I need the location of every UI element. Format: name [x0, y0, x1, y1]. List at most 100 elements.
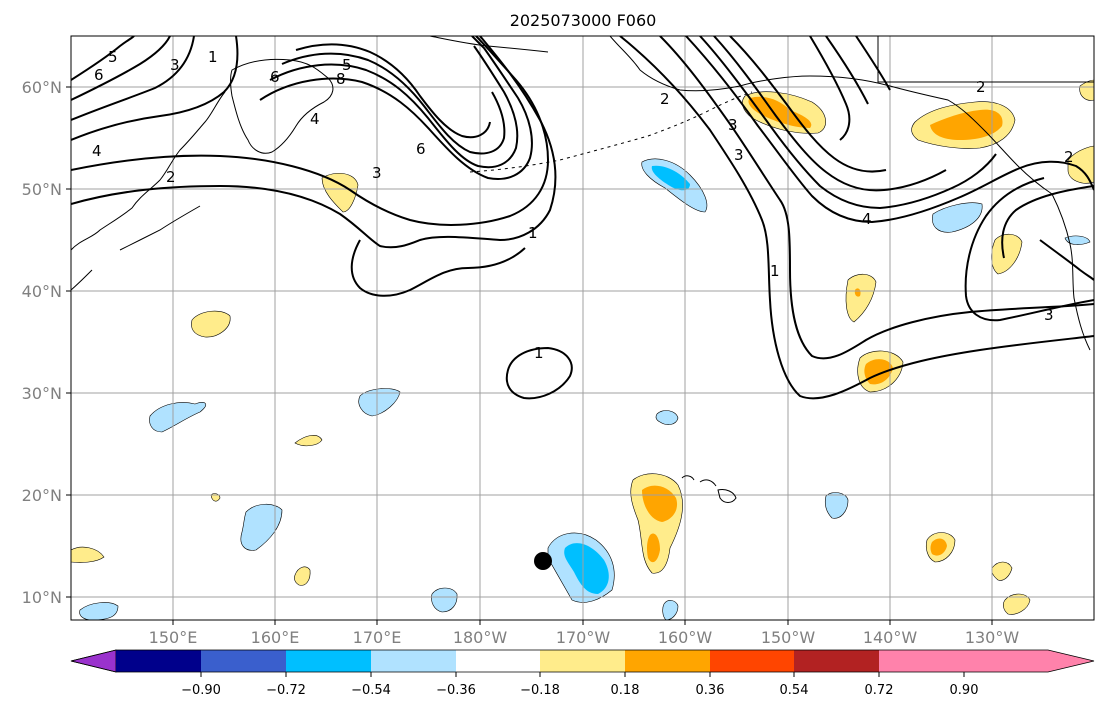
aleutian-islands — [469, 91, 753, 173]
positive-anomaly-core — [930, 538, 947, 556]
contour-label: 3 — [170, 56, 180, 74]
colorbar-segment — [371, 650, 456, 672]
north-america-west-coastline — [1051, 193, 1091, 351]
lon-label: 180°W — [453, 628, 508, 647]
contour-label: 6 — [94, 66, 104, 84]
colorbar-outline — [70, 649, 1095, 673]
contour-label: 4 — [92, 142, 102, 160]
contour-label: 5 — [342, 56, 352, 74]
contour-label: 1 — [534, 344, 544, 362]
lat-label: 20°N — [22, 486, 62, 505]
contour-line — [71, 36, 557, 249]
colorbar-segment — [286, 650, 371, 672]
contour-label: 3 — [734, 146, 744, 164]
contour-line — [281, 52, 506, 155]
colorbar-tick-label: −0.18 — [520, 683, 560, 698]
negative-anomaly-blob — [358, 388, 401, 417]
contour-line — [809, 36, 851, 141]
positive-anomaly-blob — [294, 566, 311, 586]
contour-line — [505, 346, 573, 400]
contour-label: 1 — [208, 48, 218, 66]
contour-label: 3 — [1044, 306, 1054, 324]
contour-line — [71, 36, 195, 121]
colorbar-segment — [540, 650, 625, 672]
latitude-labels: 60°N 50°N 40°N 30°N 20°N 10°N — [22, 78, 62, 607]
contour-line — [855, 36, 891, 91]
contour-line — [71, 36, 135, 81]
contour-line — [713, 36, 947, 192]
positive-anomaly-blob — [991, 561, 1013, 581]
contour-label: 4 — [862, 210, 872, 228]
kamchatka-coastline — [230, 58, 334, 154]
positive-anomaly-core — [646, 533, 660, 563]
negative-anomaly-blob — [824, 492, 849, 519]
alaska-south-coastline — [609, 36, 1053, 195]
colorbar-segment — [116, 650, 201, 672]
contour-label: 8 — [336, 70, 346, 88]
positive-anomaly-core — [930, 109, 1003, 140]
contour-line — [71, 36, 171, 101]
negative-anomaly-blob — [431, 587, 458, 613]
contour-label: 4 — [310, 110, 320, 128]
colorbar-tick-label: 0.18 — [611, 683, 640, 698]
negative-anomaly-blob — [149, 402, 207, 433]
contour-line — [1039, 239, 1094, 281]
negative-anomaly-blob — [240, 503, 283, 551]
contour-line — [699, 36, 997, 210]
contour-line — [71, 36, 239, 141]
contour-label: 2 — [660, 90, 670, 108]
positive-anomaly-core — [854, 288, 861, 297]
negative-anomaly-blob — [655, 410, 679, 425]
colorbar: −0.90 −0.72 −0.54 −0.36 −0.18 0.18 0.36 … — [70, 649, 1095, 698]
colorbar-tick-label: 0.90 — [950, 683, 979, 698]
negative-anomaly-blob — [932, 202, 983, 233]
contour-lines — [71, 36, 1094, 400]
axis-ticks — [66, 86, 993, 625]
contour-line — [825, 36, 869, 105]
negative-anomaly-blob — [662, 600, 679, 620]
contour-line — [295, 43, 491, 139]
lon-label: 150°W — [761, 628, 816, 647]
lon-label: 140°W — [863, 628, 918, 647]
longitude-labels: 150°E 160°E 170°E 180°W 170°W 160°W 150°… — [149, 628, 1020, 647]
positive-anomaly-blob — [191, 310, 231, 338]
contour-line — [259, 36, 533, 180]
colorbar-tick-label: 0.36 — [696, 683, 725, 698]
positive-anomaly-blob — [71, 546, 105, 563]
lat-label: 60°N — [22, 78, 62, 97]
negative-anomaly-core — [564, 543, 609, 594]
contour-label: 2 — [976, 78, 986, 96]
colorbar-tick-label: −0.90 — [181, 683, 221, 698]
lat-label: 30°N — [22, 384, 62, 403]
colorbar-tick-label: −0.54 — [351, 683, 391, 698]
storm-center-marker — [534, 552, 552, 570]
contour-line — [685, 36, 1094, 224]
colorbar-tick-label: −0.36 — [436, 683, 476, 698]
negative-anomaly-core — [651, 165, 690, 191]
lon-label: 170°E — [353, 628, 402, 647]
colorbar-segment — [794, 650, 879, 672]
contour-label: 5 — [108, 48, 118, 66]
lon-label: 170°W — [556, 628, 611, 647]
contour-line — [1001, 185, 1094, 259]
positive-anomaly-blob — [1067, 145, 1094, 184]
positive-anomaly-blob — [845, 273, 877, 323]
contour-line — [729, 36, 887, 173]
hawaiian-islands — [681, 475, 737, 503]
contour-label: 2 — [1064, 148, 1074, 166]
japan-kurils-coastline — [71, 205, 201, 291]
contour-line — [964, 177, 1094, 322]
contour-label: 6 — [270, 68, 280, 86]
colorbar-tick-label: 0.72 — [865, 683, 894, 698]
colorbar-segment — [456, 650, 540, 672]
positive-anomaly-blob — [321, 172, 359, 213]
contour-line — [659, 36, 1094, 360]
contour-label: 1 — [770, 262, 780, 280]
lat-label: 10°N — [22, 588, 62, 607]
colorbar-segment — [879, 650, 964, 672]
lon-label: 160°E — [251, 628, 300, 647]
colorbar-segment — [710, 650, 794, 672]
negative-anomaly-blob — [79, 602, 119, 620]
coastlines — [71, 36, 1094, 503]
